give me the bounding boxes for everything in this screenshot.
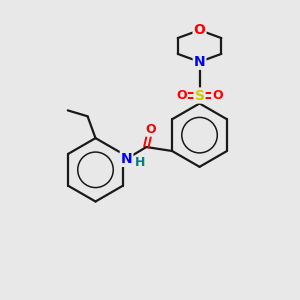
- Text: O: O: [194, 23, 206, 37]
- Text: O: O: [212, 89, 223, 102]
- Text: O: O: [176, 89, 187, 102]
- Text: N: N: [121, 152, 132, 166]
- Text: O: O: [145, 123, 156, 136]
- Text: S: S: [194, 88, 205, 103]
- Text: N: N: [194, 55, 205, 69]
- Text: H: H: [135, 156, 146, 170]
